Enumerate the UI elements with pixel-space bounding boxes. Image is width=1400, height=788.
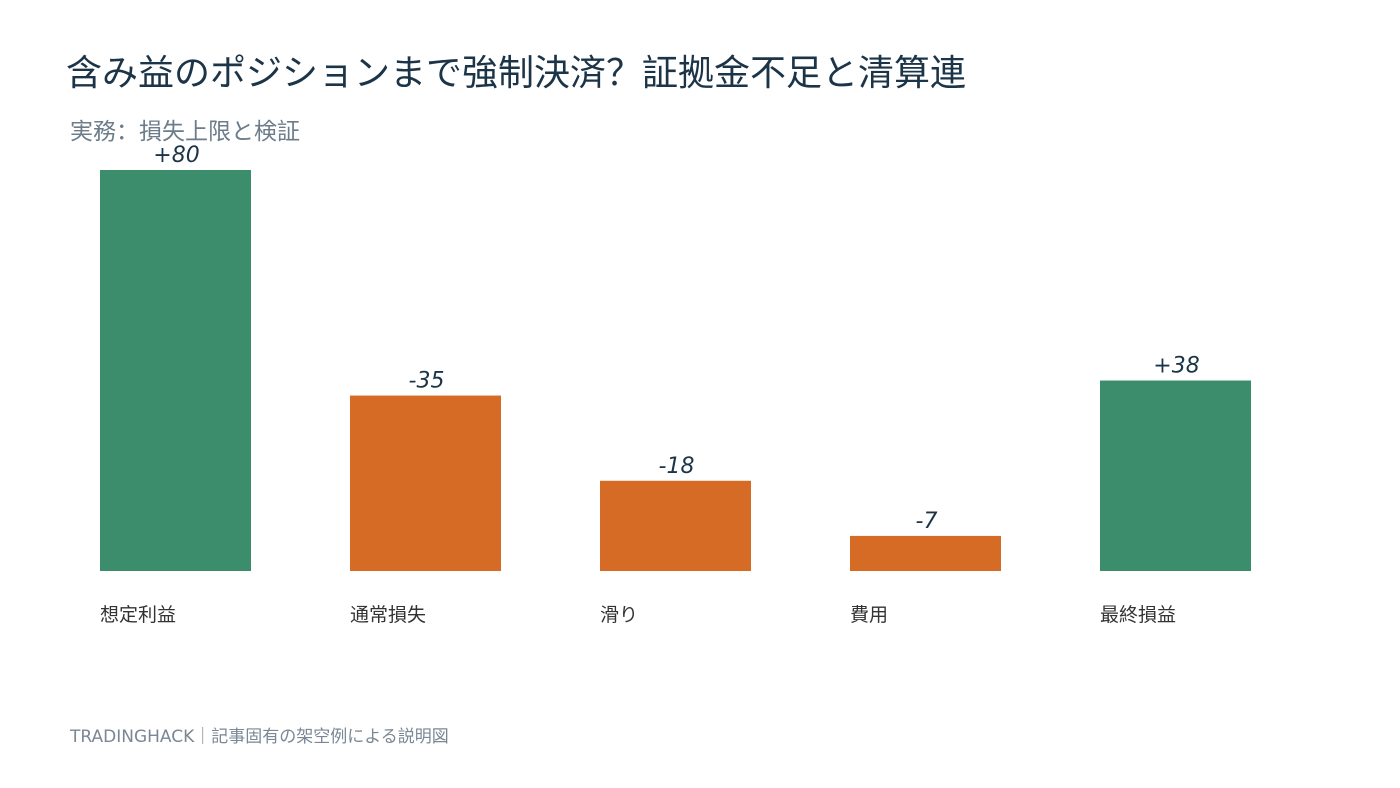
source-footer: TRADINGHACK｜記事固有の架空例による説明図 [70,727,449,747]
bar-2 [600,480,751,571]
category-label-0: 想定利益 [100,604,176,626]
bar-1 [350,395,501,571]
chart-subtitle: 実務：損失上限と検証 [70,119,300,145]
category-label-1: 通常損失 [350,604,426,626]
value-label-2: -18 [659,454,695,479]
value-label-4: +38 [1153,354,1199,379]
value-label-1: -35 [409,369,445,394]
value-label-3: -7 [916,509,938,534]
chart-title: 含み益のポジションまで強制決済？証拠金不足と清算連 [66,53,967,94]
category-label-2: 滑り [600,604,638,626]
category-label-3: 費用 [850,604,888,626]
category-label-4: 最終損益 [1100,604,1176,626]
bar-3 [850,535,1001,571]
bar-4 [1100,380,1251,571]
bar-0 [100,170,251,571]
value-label-0: +80 [153,143,199,168]
